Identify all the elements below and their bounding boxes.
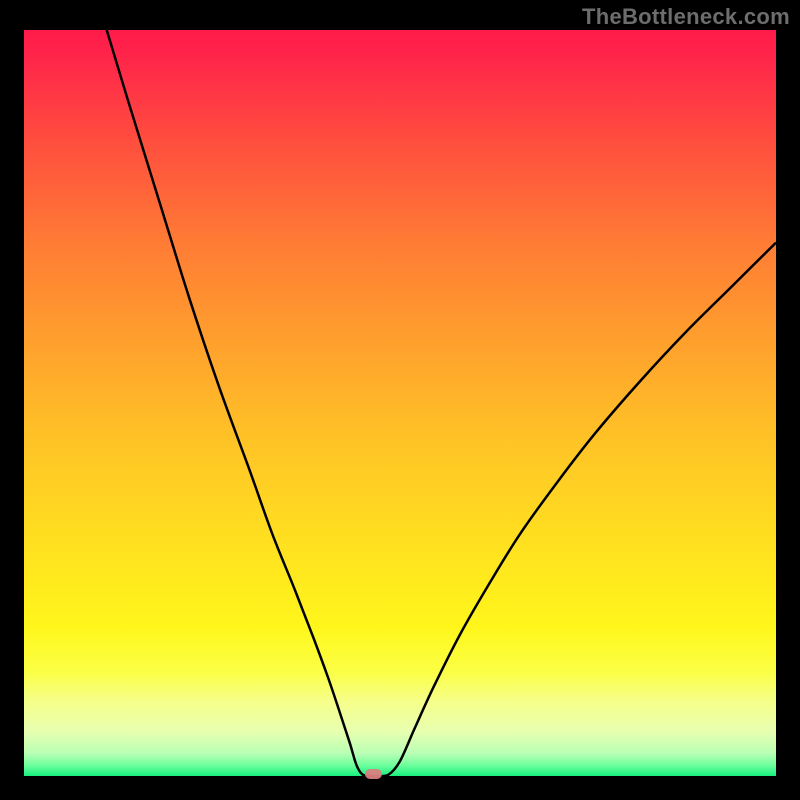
plot-frame	[24, 30, 776, 776]
minimum-marker	[365, 769, 382, 779]
curve-path	[107, 30, 776, 776]
chart-wrapper: TheBottleneck.com	[0, 0, 800, 800]
plot-area	[24, 30, 776, 776]
bottleneck-curve	[24, 30, 776, 776]
watermark-label: TheBottleneck.com	[582, 4, 790, 30]
